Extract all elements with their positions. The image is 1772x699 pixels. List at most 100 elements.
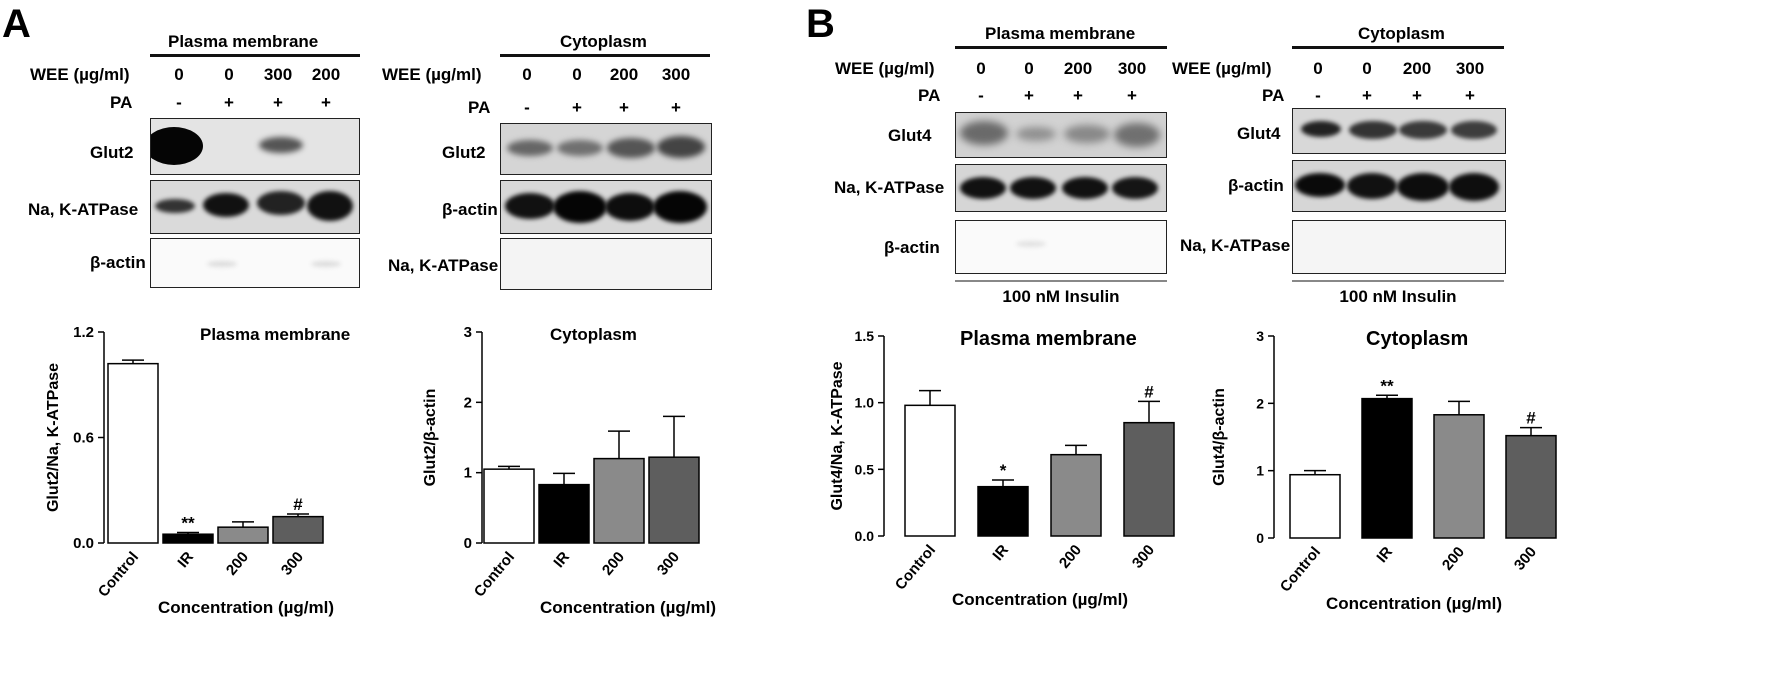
y-tick-label: 1.0: [855, 395, 875, 411]
bar: [904, 404, 956, 537]
blot-image-beta-actin: [1292, 160, 1506, 212]
pa-label: PA: [468, 98, 491, 117]
wee-value: 200: [1402, 59, 1432, 78]
blot-image-beta-actin: [955, 220, 1167, 274]
significance-mark: #: [293, 495, 303, 514]
wee-label: WEE (µg/ml): [30, 65, 130, 84]
pa-value: +: [321, 93, 331, 112]
significance-mark: #: [1144, 382, 1154, 401]
wee-value: 0: [1024, 59, 1034, 78]
y-tick-label: 0.6: [73, 430, 94, 447]
pa-label: PA: [1262, 86, 1285, 105]
pa-value: -: [1315, 86, 1321, 105]
bar: [1289, 473, 1341, 539]
wee-label: WEE (µg/ml): [1172, 59, 1272, 78]
pa-value: -: [524, 98, 530, 117]
bar: [1361, 397, 1413, 539]
blot-image-glut2: [500, 123, 712, 175]
bar: [272, 515, 324, 544]
y-tick-label: 3: [464, 324, 472, 341]
header-divider: [500, 54, 710, 57]
pa-value: +: [273, 93, 283, 112]
x-tick-label: 300: [278, 549, 307, 579]
x-tick-label: 300: [654, 549, 683, 579]
pa-value: +: [1412, 86, 1422, 105]
blot-row-label: Glut4: [888, 126, 932, 145]
wee-value: 200: [1063, 59, 1093, 78]
blot-header: Cytoplasm: [1358, 24, 1445, 43]
blot-row-label: β-actin: [884, 238, 940, 257]
wee-label: WEE (µg/ml): [382, 65, 482, 84]
x-tick-label: Control: [892, 542, 939, 594]
blot-row-label: Na, K-ATPase: [388, 256, 499, 275]
pa-value: +: [1465, 86, 1475, 105]
chart-glut4-plasma-membrane: 0.0 0.5 1.0 1.5 Glut4/Na, K-ATPase Control * IR…: [829, 328, 1175, 594]
blot-image-na-k-atpase: [1292, 220, 1506, 274]
blot-image-glut4: [1292, 108, 1506, 154]
bar: [107, 362, 159, 544]
bar: [593, 457, 645, 544]
x-tick-label: 300: [1129, 542, 1158, 572]
wee-value: 200: [311, 65, 341, 84]
blot-row-label: β-actin: [90, 253, 146, 272]
panel-letter-b: B: [806, 2, 835, 46]
y-tick-label: 1.2: [73, 324, 94, 341]
blot-row-label: β-actin: [1228, 176, 1284, 195]
y-tick-label: 3: [1256, 328, 1264, 344]
pa-value: -: [978, 86, 984, 105]
x-tick-label: IR: [989, 542, 1012, 565]
blot-header: Cytoplasm: [560, 32, 647, 51]
bar: [1050, 453, 1102, 537]
x-tick-label: 200: [1439, 544, 1468, 574]
x-tick-label: Control: [95, 549, 142, 601]
blot-row-label: Glut4: [1237, 124, 1281, 143]
blot-image-glut4: [955, 112, 1167, 158]
pa-value: +: [224, 93, 234, 112]
y-tick-label: 2: [464, 394, 472, 411]
x-tick-label: Control: [1277, 544, 1324, 596]
pa-value: +: [1024, 86, 1034, 105]
x-axis-label: Concentration (µg/ml): [952, 590, 1129, 609]
blot-row-label: Na, K-ATPase: [1180, 236, 1291, 255]
x-axis-label: Concentration (µg/ml): [158, 598, 335, 617]
blot-image-beta-actin: [500, 180, 712, 234]
blot-image-glut2: [150, 118, 360, 175]
blot-footer: 100 nM Insulin: [1002, 287, 1120, 306]
y-axis-label: Glut2/β-actin: [422, 389, 439, 487]
chart-title: Plasma membrane: [200, 325, 351, 344]
x-tick-label: 200: [599, 549, 628, 579]
wee-value: 300: [661, 65, 691, 84]
blot-image-na-k-atpase: [955, 164, 1167, 212]
bar: [1433, 414, 1485, 539]
y-tick-label: 1.5: [855, 328, 875, 344]
panel-letter-a: A: [2, 2, 31, 46]
significance-mark: *: [1000, 461, 1007, 480]
footer-divider: [955, 280, 1167, 282]
blot-row-label: β-actin: [442, 200, 498, 219]
bar: [217, 526, 269, 544]
bar: [483, 468, 535, 544]
y-tick-label: 0: [464, 535, 472, 552]
x-tick-label: IR: [1373, 544, 1396, 567]
blot-row-label: Na, K-ATPase: [834, 178, 945, 197]
x-tick-label: Control: [471, 549, 518, 601]
header-divider: [955, 46, 1167, 49]
y-tick-label: 0: [1256, 530, 1264, 546]
chart-glut2-plasma-membrane: 0.0 0.6 1.2 Glut2/Na, K-ATPase Control ** IR 20…: [45, 324, 324, 601]
wee-value: 0: [224, 65, 234, 84]
header-divider: [150, 54, 360, 57]
wee-value: 0: [1362, 59, 1372, 78]
significance-mark: **: [1380, 376, 1394, 395]
blot-row-label: Na, K-ATPase: [28, 200, 139, 219]
pa-value: +: [671, 98, 681, 117]
wee-label: WEE (µg/ml): [835, 59, 935, 78]
x-axis-label: Concentration (µg/ml): [540, 598, 717, 617]
bar: [977, 485, 1029, 537]
chart-title: Plasma membrane: [960, 328, 1137, 350]
bar: [162, 533, 214, 544]
y-tick-label: 0.5: [855, 461, 875, 477]
chart-glut4-cytoplasm: 0 1 2 3 Glut4/β-actin Control ** IR 200 #300: [1211, 328, 1557, 596]
y-tick-label: 2: [1256, 395, 1264, 411]
blot-header: Plasma membrane: [985, 24, 1136, 43]
x-tick-label: 200: [1056, 542, 1085, 572]
